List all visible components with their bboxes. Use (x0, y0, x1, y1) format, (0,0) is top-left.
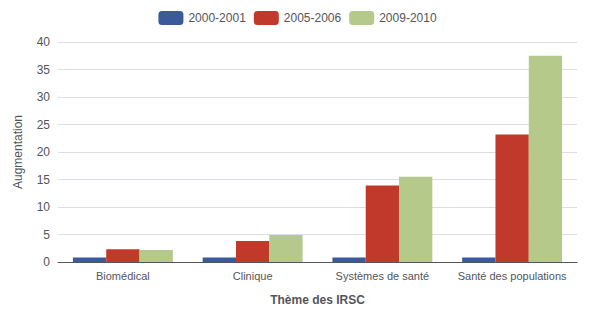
svg-text:0: 0 (43, 255, 50, 269)
svg-text:Biomédical: Biomédical (96, 270, 150, 282)
svg-text:2005-2006: 2005-2006 (284, 11, 342, 25)
svg-text:40: 40 (37, 35, 51, 49)
svg-text:Systèmes de santé: Systèmes de santé (336, 270, 430, 282)
svg-text:30: 30 (37, 90, 51, 104)
svg-text:Clinique: Clinique (233, 270, 273, 282)
svg-text:35: 35 (37, 63, 51, 77)
svg-text:2000-2001: 2000-2001 (188, 11, 246, 25)
svg-text:Thème des IRSC: Thème des IRSC (270, 293, 365, 307)
svg-text:20: 20 (37, 145, 51, 159)
svg-text:2009-2010: 2009-2010 (379, 11, 437, 25)
svg-text:5: 5 (43, 228, 50, 242)
svg-text:15: 15 (37, 173, 51, 187)
svg-text:Augmentation: Augmentation (11, 115, 25, 189)
svg-text:Santé des populations: Santé des populations (458, 270, 567, 282)
svg-text:25: 25 (37, 118, 51, 132)
svg-text:10: 10 (37, 200, 51, 214)
